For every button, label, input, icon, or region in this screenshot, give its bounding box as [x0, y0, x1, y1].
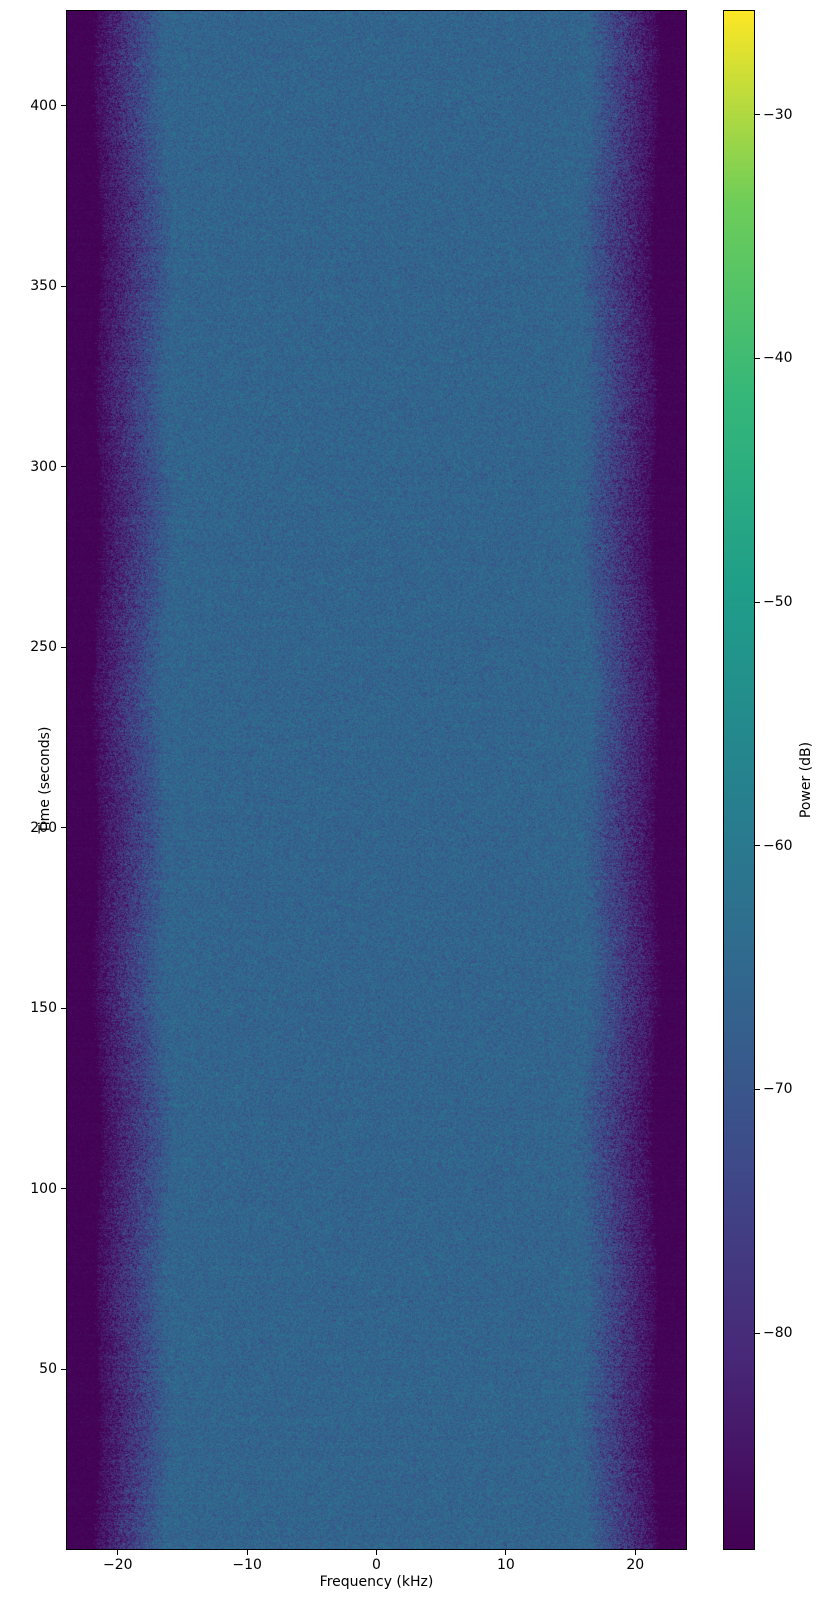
colorbar-tick: [755, 114, 760, 116]
y-axis-label: Time (seconds): [37, 726, 53, 834]
y-tick-label: 150: [30, 1000, 57, 1017]
colorbar-tick: [755, 357, 760, 359]
y-tick: [61, 466, 66, 468]
y-tick-label: 50: [39, 1361, 57, 1378]
y-tick: [61, 285, 66, 287]
colorbar: [723, 10, 755, 1550]
colorbar-tick: [755, 1088, 760, 1090]
x-axis-label: Frequency (kHz): [319, 1574, 434, 1590]
y-tick-label: 350: [30, 278, 57, 295]
y-tick: [61, 1188, 66, 1190]
colorbar-label: Power (dB): [798, 741, 814, 819]
colorbar-tick: [755, 845, 760, 847]
y-tick: [61, 827, 66, 829]
colorbar-tick-label: −60: [763, 837, 793, 854]
spectrogram-canvas: [67, 11, 686, 1549]
y-tick-label: 100: [30, 1180, 57, 1197]
colorbar-tick: [755, 1332, 760, 1334]
x-tick-label: 20: [626, 1557, 645, 1573]
colorbar-tick-label: −70: [763, 1081, 793, 1098]
y-tick-label: 250: [30, 639, 57, 656]
x-tick: [376, 1550, 377, 1555]
y-tick: [61, 1368, 66, 1370]
x-tick-label: −10: [232, 1557, 262, 1573]
x-tick-label: −20: [102, 1557, 133, 1573]
x-tick-label: 0: [372, 1557, 381, 1573]
y-tick: [61, 105, 66, 107]
y-tick: [61, 646, 66, 648]
x-tick: [246, 1550, 248, 1555]
colorbar-tick-label: −80: [763, 1325, 793, 1342]
colorbar-canvas: [724, 11, 754, 1549]
x-tick: [117, 1550, 119, 1555]
x-tick: [505, 1550, 507, 1555]
y-tick: [61, 1007, 66, 1009]
y-tick-label: 300: [30, 458, 57, 475]
colorbar-tick: [755, 601, 760, 603]
x-tick-label: 10: [496, 1557, 515, 1573]
y-tick-label: 200: [30, 819, 57, 836]
colorbar-tick-label: −30: [763, 106, 793, 123]
plot-area: [66, 10, 687, 1550]
colorbar-tick-label: −40: [763, 350, 793, 367]
x-tick: [634, 1550, 636, 1555]
y-tick-label: 400: [30, 97, 57, 114]
colorbar-tick-label: −50: [763, 594, 793, 611]
